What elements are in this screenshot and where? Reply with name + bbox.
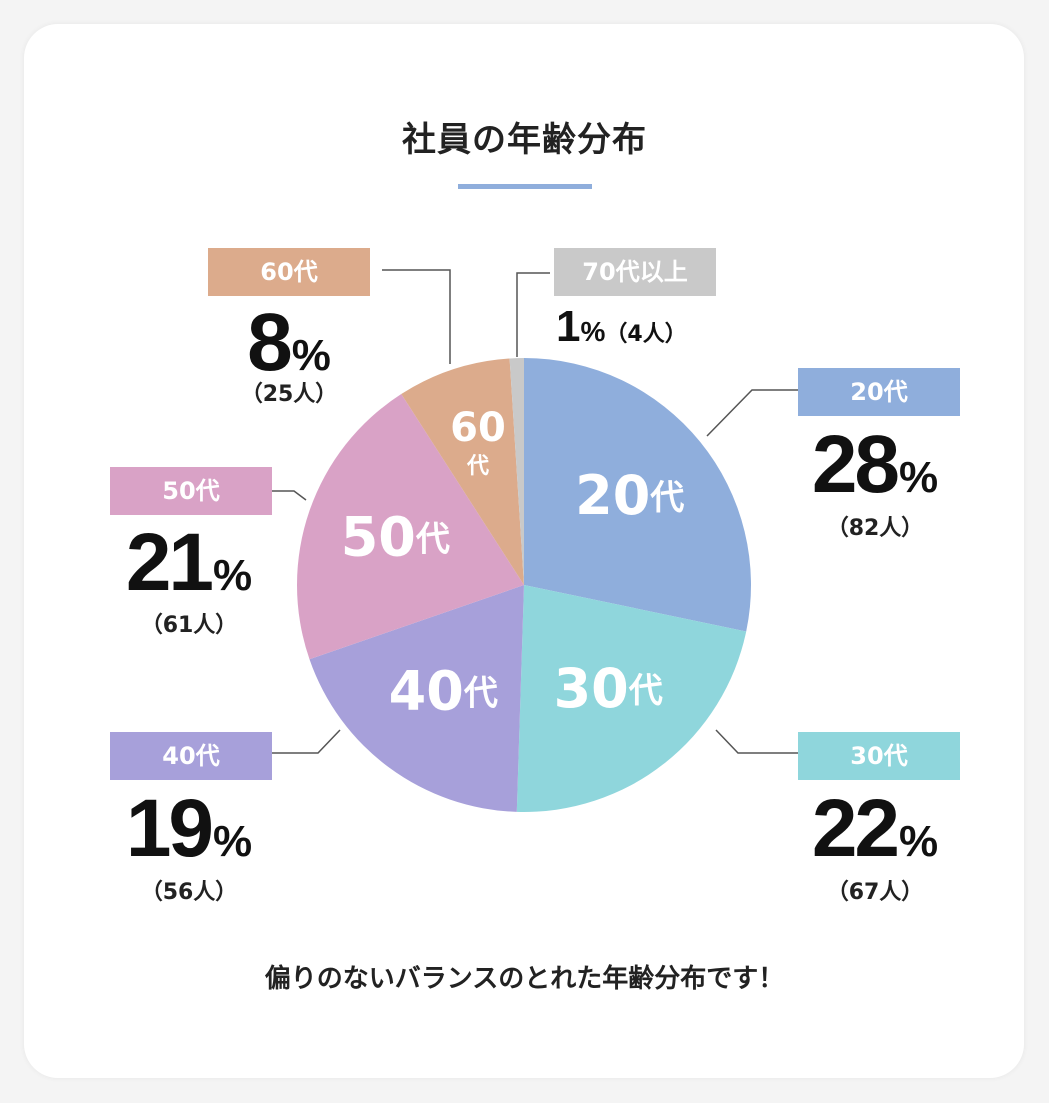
percent-50: 21% [104, 516, 274, 610]
percent-30: 22% [790, 782, 960, 876]
percent-40: 19% [104, 782, 274, 876]
percent-60-value: 8 [247, 297, 293, 388]
title-underline [458, 184, 592, 189]
legend-tag-70: 70代以上 [554, 248, 716, 296]
percent-40-value: 19 [125, 783, 214, 874]
pie-slice-60 [401, 358, 524, 585]
percent-unit: % [899, 817, 939, 866]
pie-slice-50 [296, 394, 524, 660]
leader-line-40 [272, 729, 341, 754]
percent-50-value: 21 [125, 517, 214, 608]
leader-line-30 [715, 729, 798, 754]
slice-label-40: 40代 [389, 659, 498, 722]
percent-unit: % [291, 331, 331, 380]
percent-20-value: 28 [811, 419, 900, 510]
slice-label-20: 20代 [575, 464, 684, 527]
legend-tag-50: 50代 [110, 467, 272, 515]
count-40: （56人） [140, 880, 238, 905]
legend-tag-40: 40代 [110, 732, 272, 780]
count-20: （82人） [826, 516, 924, 541]
legend-tag-60: 60代 [208, 248, 370, 296]
percent-unit: % [213, 551, 253, 600]
pie-slice-30 [516, 585, 747, 812]
leader-line-50 [272, 490, 307, 501]
percent-60: 8% [204, 296, 374, 390]
pie-slice-40 [309, 585, 524, 812]
leader-line-60 [382, 269, 451, 364]
slice-label-50: 50代 [341, 505, 450, 568]
percent-unit: % [213, 817, 253, 866]
legend-tag-30: 30代 [798, 732, 960, 780]
count-60: （25人） [240, 382, 338, 407]
percent-70-value: 1 [556, 302, 581, 351]
count-30: （67人） [826, 880, 924, 905]
leader-line-20 [706, 389, 798, 437]
legend-tag-20: 20代 [798, 368, 960, 416]
leader-line-70 [516, 272, 550, 357]
pie-slice-70 [509, 358, 524, 585]
percent-70: 1%（4人） [556, 302, 687, 352]
footer-note: 偏りのないバランスのとれた年齢分布です！ [264, 964, 785, 994]
percent-20: 28% [790, 418, 960, 512]
pie-slice-20 [524, 358, 751, 632]
slice-label-30: 30代 [554, 657, 663, 720]
chart-title: 社員の年齢分布 [402, 120, 647, 160]
slice-label-60: 60 代 [450, 405, 506, 479]
count-50: （61人） [140, 613, 238, 638]
count-70: （4人） [605, 322, 687, 347]
percent-30-value: 22 [811, 783, 900, 874]
percent-unit: % [899, 453, 939, 502]
percent-unit: % [580, 316, 606, 347]
